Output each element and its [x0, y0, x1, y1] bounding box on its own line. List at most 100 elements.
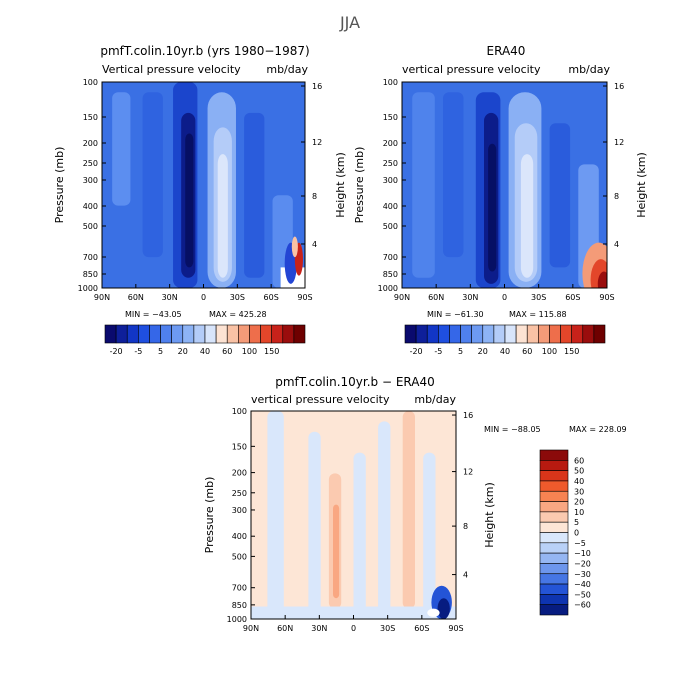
- colorbar-swatch: [571, 324, 584, 344]
- y-tick-label: 150: [83, 113, 98, 122]
- colorbar-swatch: [539, 470, 569, 482]
- panel-obs-title: ERA40: [487, 44, 526, 58]
- colorbar-swatch: [539, 573, 569, 585]
- field-band-5: [378, 421, 391, 619]
- panel-diff: pmfT.colin.10yr.b − ERA40 vertical press…: [203, 375, 627, 633]
- colorbar-swatch: [426, 324, 439, 344]
- panel-diff-ylabel-right: Height (km): [483, 482, 496, 548]
- colorbar-swatch: [404, 324, 417, 344]
- x-tick-label: 30S: [531, 293, 546, 302]
- y-tick-label: 100: [232, 407, 247, 416]
- colorbar-swatch: [582, 324, 595, 344]
- colorbar-label: −10: [574, 549, 591, 558]
- field-band-5: [185, 133, 194, 268]
- panel-obs-subtitle-right: mb/day: [568, 63, 610, 76]
- colorbar-swatch: [539, 604, 569, 616]
- y-tick-label: 300: [383, 176, 398, 185]
- y-tick-label: 150: [232, 442, 247, 451]
- x-tick-label: 60S: [264, 293, 279, 302]
- colorbar-swatch: [526, 324, 539, 344]
- colorbar-swatch: [539, 521, 569, 533]
- x-tick-label: 90N: [394, 293, 410, 302]
- field-blob-2: [291, 236, 298, 258]
- y-right-tick-label: 16: [312, 82, 322, 91]
- colorbar-swatch: [126, 324, 139, 344]
- x-tick-label: 30S: [380, 624, 395, 633]
- colorbar-swatch: [539, 501, 569, 513]
- panel-obs: ERA40 vertical pressure velocity mb/day …: [353, 44, 648, 356]
- y-right-tick-label: 4: [614, 240, 619, 249]
- field-background: [402, 82, 607, 288]
- colorbar-swatch: [215, 324, 228, 344]
- colorbar-label: 150: [264, 347, 279, 356]
- y-right-tick-label: 8: [463, 522, 468, 531]
- panel-obs-min-label: MIN = −61.30: [427, 310, 484, 319]
- panel-model-plot-area: [102, 82, 305, 288]
- panel-model-subtitle-right: mb/day: [266, 63, 308, 76]
- colorbar-swatch: [539, 511, 569, 523]
- panel-diff-max-label: MAX = 228.09: [569, 425, 627, 434]
- x-tick-label: 0: [201, 293, 206, 302]
- x-tick-label: 0: [351, 624, 356, 633]
- colorbar-swatch: [539, 532, 569, 544]
- colorbar-swatch: [138, 324, 150, 344]
- colorbar-swatch: [171, 324, 184, 344]
- y-tick-label: 700: [232, 584, 247, 593]
- field-band-1: [443, 92, 464, 258]
- field-band-3: [333, 504, 340, 599]
- colorbar-label: 40: [200, 347, 210, 356]
- colorbar-label: 60: [222, 347, 232, 356]
- colorbar-swatch: [593, 324, 606, 344]
- panel-obs-ylabel: Pressure (mb): [353, 147, 366, 224]
- y-tick-label: 400: [232, 532, 247, 541]
- y-right-tick-label: 4: [463, 571, 468, 580]
- colorbar-swatch: [449, 324, 461, 344]
- colorbar-label: -20: [110, 347, 123, 356]
- y-tick-label: 850: [83, 270, 98, 279]
- colorbar-label: -5: [134, 347, 142, 356]
- colorbar-swatch: [193, 324, 206, 344]
- colorbar-label: 5: [574, 518, 579, 527]
- x-tick-label: 90N: [94, 293, 110, 302]
- colorbar-swatch: [515, 324, 528, 344]
- y-right-tick-label: 4: [312, 240, 317, 249]
- colorbar-label: 30: [574, 487, 584, 496]
- y-tick-label: 250: [383, 159, 398, 168]
- colorbar-swatch: [271, 324, 284, 344]
- y-tick-label: 700: [383, 253, 398, 262]
- panel-obs-ylabel-right: Height (km): [635, 152, 648, 218]
- panel-diff-title: pmfT.colin.10yr.b − ERA40: [275, 375, 435, 389]
- colorbar-label: 5: [158, 347, 163, 356]
- colorbar-label: 20: [574, 498, 584, 507]
- panel-diff-subtitle-right: mb/day: [414, 393, 456, 406]
- x-tick-label: 30S: [230, 293, 245, 302]
- colorbar-swatch: [249, 324, 261, 344]
- panel-diff-axes: 90N 60N 30N 0 30S 60S 90S 100 150 200 250 300 400 500…: [227, 407, 474, 633]
- y-tick-label: 100: [83, 78, 98, 87]
- y-tick-label: 200: [232, 469, 247, 478]
- field-band-9: [244, 112, 265, 278]
- colorbar-label: 5: [458, 347, 463, 356]
- x-tick-label: 60N: [128, 293, 144, 302]
- field-band-0: [267, 411, 284, 619]
- y-tick-label: 200: [383, 139, 398, 148]
- field-band-8: [549, 123, 571, 268]
- y-right-tick-label: 16: [463, 411, 473, 420]
- field-blob-2: [427, 608, 440, 617]
- colorbar-swatch: [539, 563, 569, 575]
- colorbar-swatch: [539, 480, 569, 492]
- colorbar-label: −60: [574, 601, 591, 610]
- y-right-tick-label: 8: [614, 192, 619, 201]
- colorbar-swatch: [539, 490, 569, 502]
- x-tick-label: 60N: [277, 624, 293, 633]
- x-tick-label: 90S: [599, 293, 614, 302]
- colorbar-label: 0: [574, 529, 579, 538]
- y-tick-label: 500: [232, 552, 247, 561]
- colorbar-swatch: [293, 324, 306, 344]
- colorbar-swatch: [160, 324, 172, 344]
- y-tick-label: 100: [383, 78, 398, 87]
- y-tick-label: 250: [232, 489, 247, 498]
- y-tick-label: 400: [383, 202, 398, 211]
- colorbar-label: −20: [574, 559, 591, 568]
